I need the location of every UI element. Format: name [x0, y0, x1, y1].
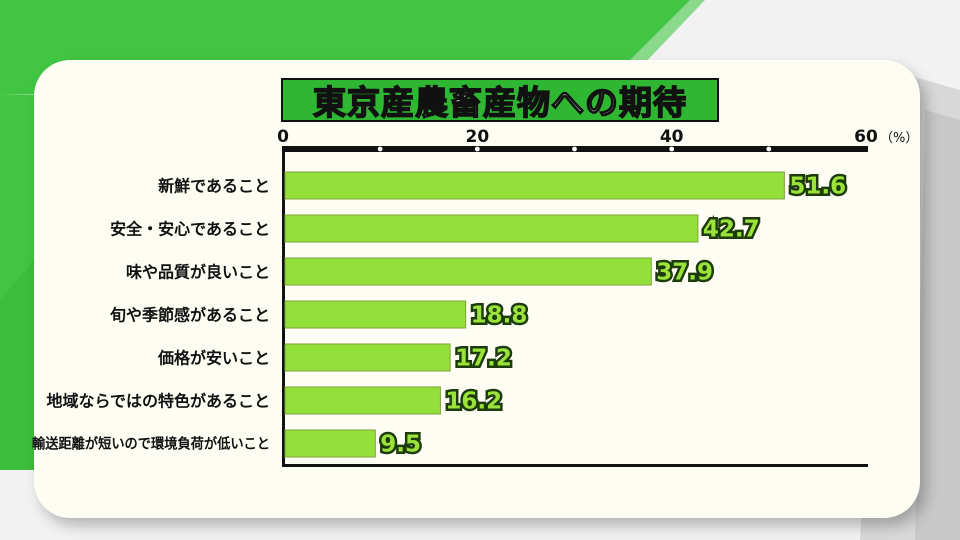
category-label: 安全・安心であること: [110, 219, 270, 238]
value-label: 18.8: [471, 303, 528, 329]
major-tick-mark: [474, 146, 480, 152]
bar: [284, 429, 376, 458]
minor-tick-mark: [377, 146, 383, 152]
value-label: 37.9: [656, 260, 713, 286]
chart-title-box: 東京産農畜産物への期待: [281, 78, 719, 123]
tick-label: 40: [660, 127, 684, 147]
bar: [284, 257, 652, 286]
y-axis-line: [282, 146, 285, 465]
tick-label: 20: [465, 127, 489, 147]
tick-label: 0: [277, 127, 289, 147]
tick-label: 60: [854, 127, 878, 147]
minor-tick-mark: [572, 146, 577, 152]
chart-title: 東京産農畜産物への期待: [312, 82, 687, 123]
category-label: 旬や季節感があること: [109, 305, 270, 324]
bar: [284, 171, 785, 200]
minor-tick-mark: [766, 146, 772, 152]
bar: [284, 214, 699, 243]
bottom-axis-line: [282, 464, 868, 467]
bar: [284, 300, 467, 329]
category-label: 輸送距離が短いので環境負荷が低いこと: [32, 436, 270, 453]
value-label: 16.2: [445, 389, 502, 415]
chart-panel: [34, 60, 920, 518]
value-label: 9.5: [380, 432, 421, 458]
category-label: 地域ならではの特色があること: [46, 391, 270, 410]
value-label: 42.7: [703, 217, 760, 243]
value-label: 51.6: [789, 174, 846, 200]
category-label: 味や品質が良いこと: [126, 262, 270, 281]
bar: [284, 386, 441, 415]
bar: [284, 343, 451, 372]
category-label: 新鮮であること: [158, 176, 270, 195]
axis-unit-label: （%）: [880, 131, 918, 146]
category-label: 価格が安いこと: [157, 348, 270, 367]
major-tick-mark: [669, 146, 675, 152]
value-label: 17.2: [455, 346, 512, 372]
